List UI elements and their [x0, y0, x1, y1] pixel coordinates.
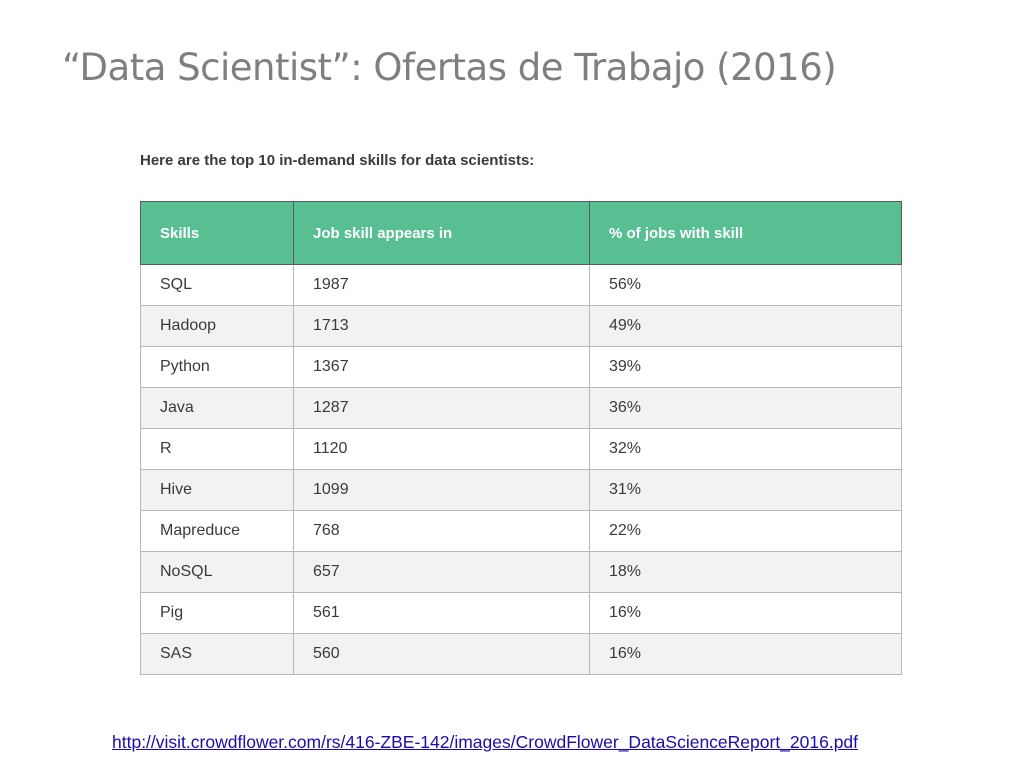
- table-row: R 1120 32%: [140, 428, 902, 470]
- percent-cell: 18%: [589, 551, 902, 593]
- skills-table: Skills Job skill appears in % of jobs wi…: [140, 201, 902, 675]
- count-cell: 1367: [293, 346, 590, 388]
- skill-cell: Hive: [140, 469, 294, 511]
- skill-cell: R: [140, 428, 294, 470]
- percent-cell: 31%: [589, 469, 902, 511]
- skill-cell: Pig: [140, 592, 294, 634]
- table-row: NoSQL 657 18%: [140, 551, 902, 593]
- count-cell: 561: [293, 592, 590, 634]
- skill-cell: Java: [140, 387, 294, 429]
- table-row: Mapreduce 768 22%: [140, 510, 902, 552]
- skill-cell: Hadoop: [140, 305, 294, 347]
- percent-cell: 32%: [589, 428, 902, 470]
- table-row: SQL 1987 56%: [140, 264, 902, 306]
- header-skills: Skills: [140, 201, 294, 265]
- skill-cell: SAS: [140, 633, 294, 675]
- count-cell: 1987: [293, 264, 590, 306]
- percent-cell: 39%: [589, 346, 902, 388]
- table-row: Pig 561 16%: [140, 592, 902, 634]
- table-row: SAS 560 16%: [140, 633, 902, 675]
- header-job-skill-appears-in: Job skill appears in: [293, 201, 590, 265]
- percent-cell: 16%: [589, 592, 902, 634]
- percent-cell: 56%: [589, 264, 902, 306]
- count-cell: 1120: [293, 428, 590, 470]
- percent-cell: 36%: [589, 387, 902, 429]
- table-row: Python 1367 39%: [140, 346, 902, 388]
- count-cell: 1099: [293, 469, 590, 511]
- table-row: Java 1287 36%: [140, 387, 902, 429]
- count-cell: 1287: [293, 387, 590, 429]
- skill-cell: Mapreduce: [140, 510, 294, 552]
- skill-cell: SQL: [140, 264, 294, 306]
- skill-cell: NoSQL: [140, 551, 294, 593]
- table-row: Hadoop 1713 49%: [140, 305, 902, 347]
- count-cell: 768: [293, 510, 590, 552]
- source-link[interactable]: http://visit.crowdflower.com/rs/416-ZBE-…: [112, 732, 859, 752]
- percent-cell: 22%: [589, 510, 902, 552]
- percent-cell: 49%: [589, 305, 902, 347]
- skill-cell: Python: [140, 346, 294, 388]
- header-percent-jobs: % of jobs with skill: [589, 201, 902, 265]
- count-cell: 657: [293, 551, 590, 593]
- table-header-row: Skills Job skill appears in % of jobs wi…: [140, 201, 902, 265]
- table-row: Hive 1099 31%: [140, 469, 902, 511]
- count-cell: 560: [293, 633, 590, 675]
- table-caption: Here are the top 10 in-demand skills for…: [140, 152, 535, 169]
- percent-cell: 16%: [589, 633, 902, 675]
- slide-title: “Data Scientist”: Ofertas de Trabajo (20…: [62, 46, 837, 89]
- count-cell: 1713: [293, 305, 590, 347]
